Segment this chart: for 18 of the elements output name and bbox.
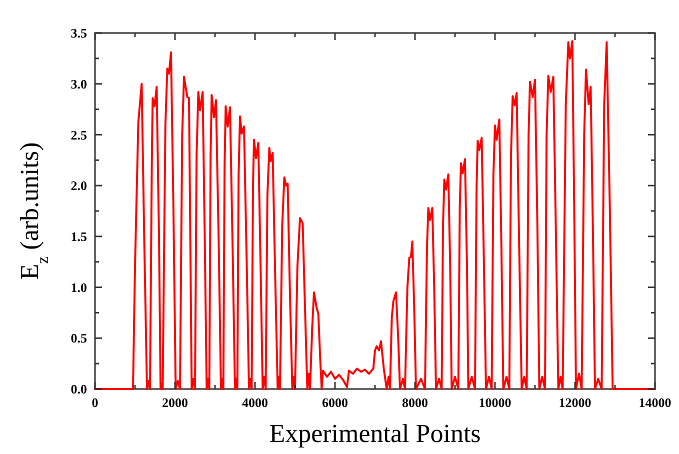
x-tick-label: 14000 [638,395,672,410]
y-tick-label: 2.5 [70,127,88,142]
y-tick-label: 3.5 [70,26,88,41]
y-tick-label: 0.5 [70,330,88,346]
x-tick-label: 12000 [558,395,592,410]
x-tick-label: 0 [92,395,98,410]
line-series [94,40,656,390]
x-tick-label: 6000 [322,395,348,410]
x-tick-label: 10000 [478,395,512,410]
y-tick-label: 2.0 [70,178,87,194]
x-axis-title: Experimental Points [269,419,481,448]
x-tick-label: 4000 [242,395,268,410]
y-tick-label: 0.0 [70,382,87,397]
x-tick-label: 8000 [402,395,428,410]
y-tick-label: 1.5 [70,228,88,244]
y-tick-label: 3.0 [70,76,87,92]
y-tick-label: 1.0 [70,280,87,295]
x-tick-label: 2000 [162,395,188,410]
